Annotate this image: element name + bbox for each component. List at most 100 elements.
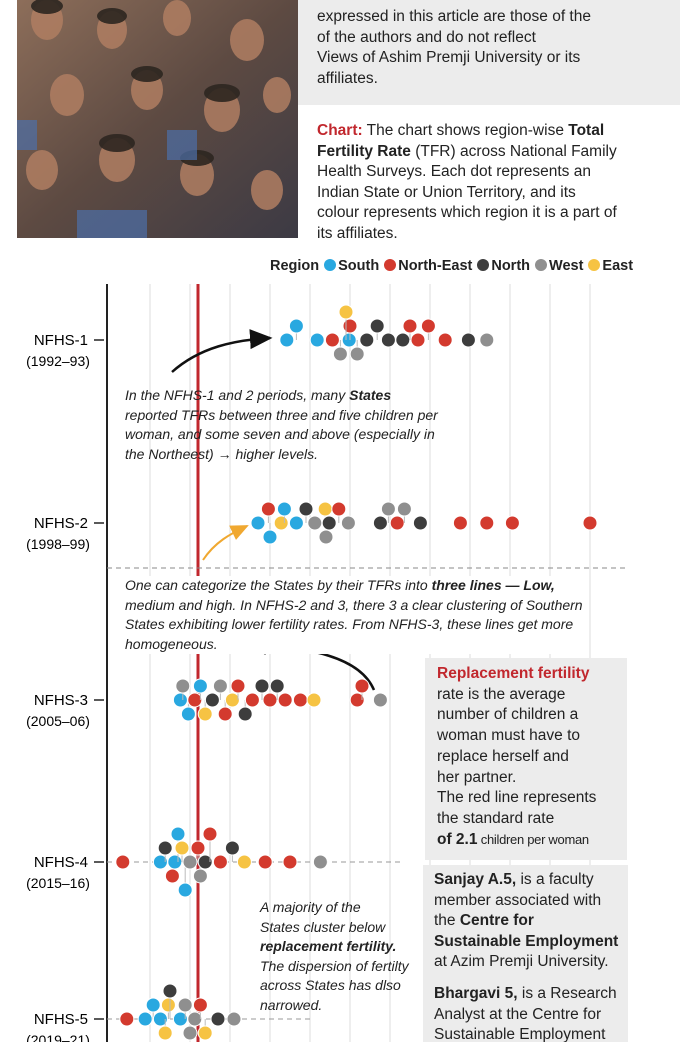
legend-swatch <box>477 259 490 271</box>
dot <box>452 515 468 531</box>
text: Fertility Rate <box>317 142 411 160</box>
category-label: NFHS-1 <box>34 332 88 349</box>
crowd-photo <box>17 0 298 238</box>
author-box <box>423 865 628 1042</box>
text-line: Sustainable Employment <box>434 932 618 953</box>
text-line: woman, and some seven and above (especia… <box>125 425 438 445</box>
dot <box>354 678 370 694</box>
dot <box>250 515 266 531</box>
text-line: number of children a <box>437 705 627 726</box>
text: Chart: <box>317 122 363 139</box>
dot <box>372 692 388 708</box>
annotation: One can categorize the States by their T… <box>125 576 583 654</box>
dot <box>273 515 289 531</box>
dot <box>197 706 213 722</box>
text-line: replace herself and <box>437 747 627 768</box>
dot <box>402 318 418 334</box>
dot <box>187 1011 203 1027</box>
text: replace herself and <box>437 747 569 765</box>
text-line: homogeneous. <box>125 635 583 655</box>
dot <box>175 678 191 694</box>
chart-note: Chart: The chart shows region-wise Total… <box>317 121 617 244</box>
dot <box>236 854 252 870</box>
dot <box>152 1011 168 1027</box>
dot <box>260 501 276 517</box>
dot <box>276 501 292 517</box>
text: Centre for <box>459 912 534 929</box>
dot <box>177 882 193 898</box>
dot <box>341 332 357 348</box>
dot <box>137 1011 153 1027</box>
dot <box>321 515 337 531</box>
legend-label: North <box>491 258 531 274</box>
text-line: the standard rate <box>437 809 627 830</box>
text: narrowed. <box>260 996 323 1013</box>
dot <box>115 854 131 870</box>
text: Sustainable Employment <box>434 932 619 950</box>
text: her partner. <box>437 768 517 786</box>
text: Indian State or Union Territory, and its <box>317 183 576 201</box>
text-line: States exhibiting lower fertility rates.… <box>125 615 583 635</box>
text-line: medium and high. In NFHS-2 and 3, there … <box>125 596 583 616</box>
dot <box>342 318 358 334</box>
dot <box>119 1011 135 1027</box>
legend-swatch <box>324 259 337 271</box>
dot <box>230 678 246 694</box>
dot <box>372 515 388 531</box>
period-label: (2005–06) <box>26 713 90 729</box>
text: reported TFRs between three and five chi… <box>125 406 438 423</box>
disclaimer: expressed in this article are those of t… <box>317 7 591 89</box>
dot <box>202 826 218 842</box>
dot <box>164 868 180 884</box>
dot <box>282 854 298 870</box>
dot <box>157 840 173 856</box>
dot <box>192 997 208 1013</box>
text-line: at Azim Premji University. <box>434 952 618 973</box>
text: the <box>434 912 460 929</box>
dot <box>162 983 178 999</box>
text: Replacement fertility <box>437 665 590 682</box>
dot <box>317 501 333 517</box>
dot <box>460 332 476 348</box>
text: medium and high. In NFHS-2 and 3, there … <box>125 596 583 613</box>
dot <box>479 515 495 531</box>
dot <box>318 529 334 545</box>
dot <box>279 332 295 348</box>
text-line: Sanjay A.5, is a faculty <box>434 870 618 891</box>
dot <box>479 332 495 348</box>
dot <box>412 515 428 531</box>
text-line: Fertility Rate (TFR) across National Fam… <box>317 142 617 163</box>
text: Sanjay A.5, <box>434 871 517 888</box>
dot <box>504 515 520 531</box>
text: woman must have to <box>437 727 581 745</box>
text-line: Health Surveys. Each dot represents an <box>317 162 617 183</box>
legend: Region South North-East North West East <box>270 258 633 274</box>
dot <box>410 332 426 348</box>
text-line: One can categorize the States by their T… <box>125 576 583 596</box>
dot <box>288 515 304 531</box>
dot <box>582 515 598 531</box>
text: its affiliates. <box>317 224 398 242</box>
text: replacement fertility. <box>260 938 397 954</box>
text-line: replacement fertility. <box>260 937 409 957</box>
text: Bhargavi 5, <box>434 985 518 1002</box>
text-line: expressed in this article are those of t… <box>317 8 591 25</box>
chart: NFHS-1 (1992–93) NFHS-2 (1998–99) NFHS-3 (200… <box>26 284 625 1042</box>
dot <box>172 692 188 708</box>
dot <box>257 854 273 870</box>
text-line: A majority of the <box>260 898 409 918</box>
text: across States has dlso <box>260 977 401 993</box>
dot <box>262 692 278 708</box>
text-line: The dispersion of fertilty <box>260 957 409 977</box>
dot <box>269 678 285 694</box>
text-line: Sustainable Employment <box>434 1025 617 1042</box>
dot <box>145 997 161 1013</box>
dot <box>359 332 375 348</box>
dot <box>190 840 206 856</box>
text: rate is the average <box>437 685 566 703</box>
text-line: rate is the average <box>437 685 627 706</box>
dot <box>262 529 278 545</box>
annotation: In the NFHS-1 and 2 periods, many States… <box>125 386 438 464</box>
text-line: colour represents which region it is a p… <box>317 203 617 224</box>
